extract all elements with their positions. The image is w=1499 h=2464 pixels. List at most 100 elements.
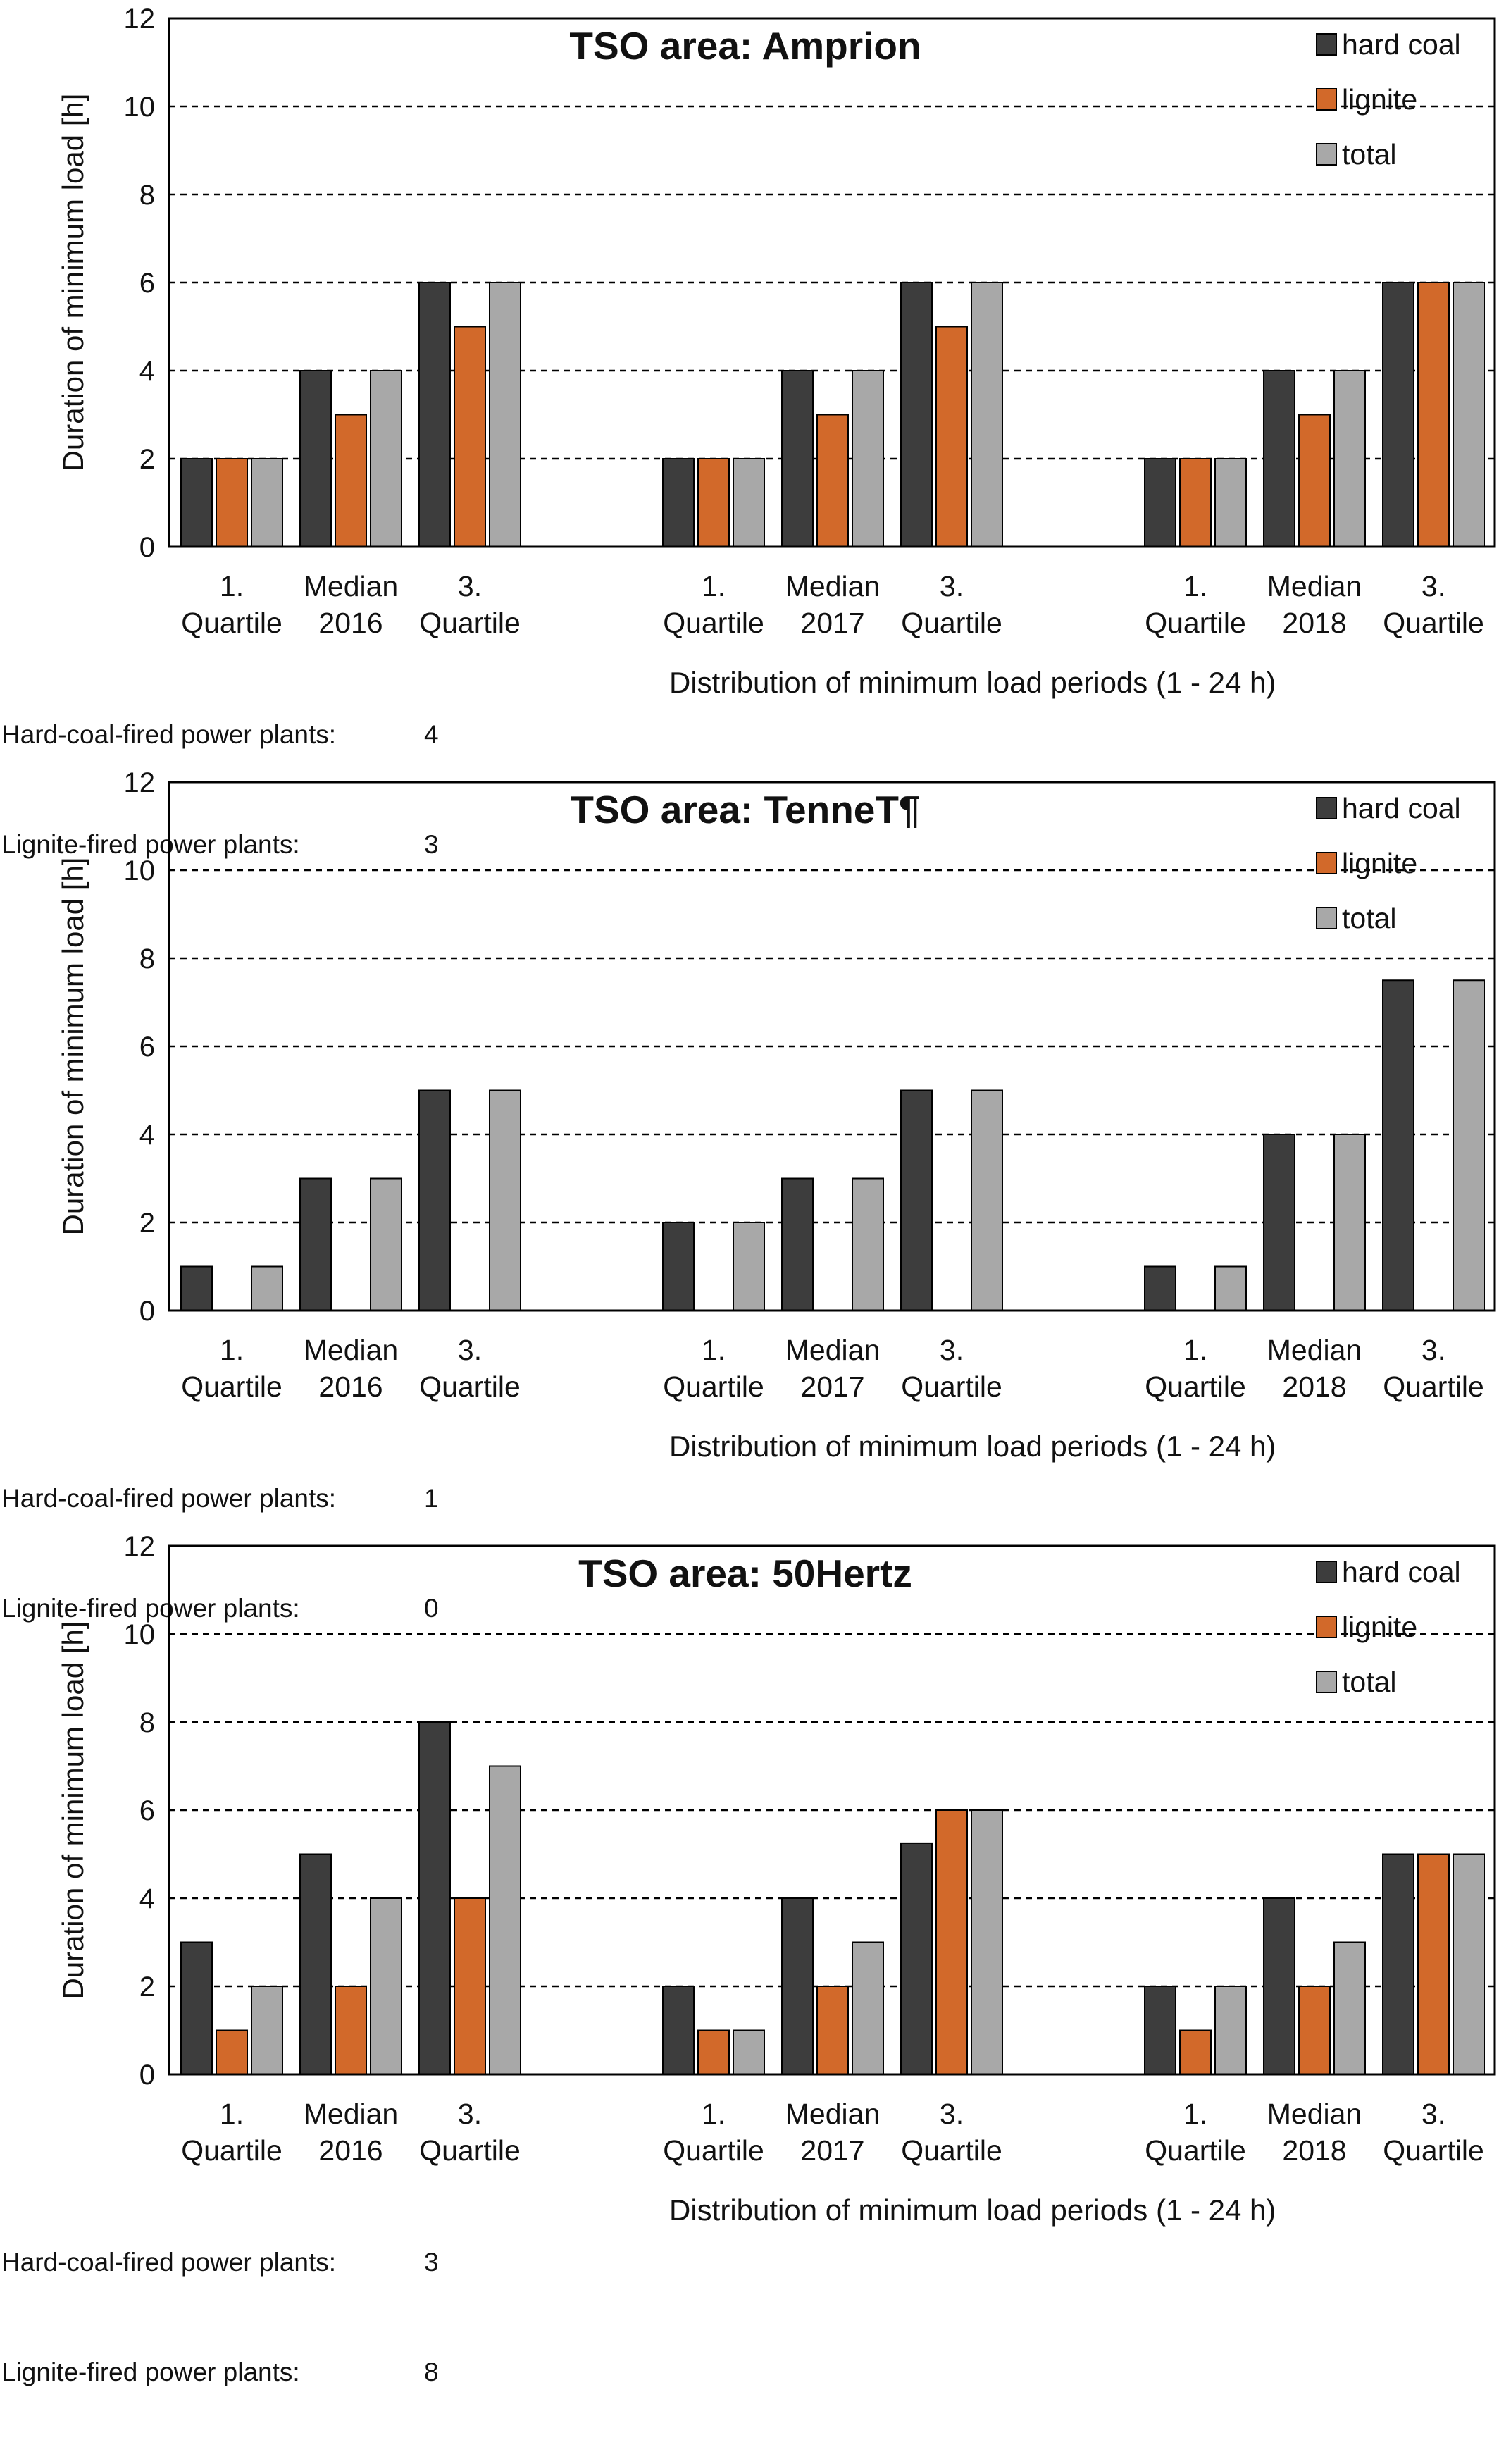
x-axis-caption: Distribution of minimum load periods (1 … <box>669 2193 1276 2227</box>
x-tick-label: 1. <box>1183 2098 1207 2130</box>
bar-lignite <box>935 326 968 547</box>
bar-total <box>489 282 521 547</box>
y-axis-label: Duration of minimum load [h] <box>56 94 89 472</box>
legend-swatch <box>1316 1561 1337 1583</box>
legend-label: total <box>1342 1666 1397 1698</box>
lignite-plants-label: Lignite-fired power plants: <box>1 1594 300 1623</box>
y-tick-label: 0 <box>139 2060 155 2091</box>
hard-coal-plants-count: 1 <box>424 1484 439 1513</box>
x-tick-label: Quartile <box>663 2134 764 2167</box>
bar-total <box>733 1222 765 1311</box>
bar-total <box>971 1809 1003 2075</box>
x-axis-caption: Distribution of minimum load periods (1 … <box>669 1430 1276 1463</box>
bar-total <box>1214 1265 1247 1311</box>
y-tick-label: 6 <box>139 268 155 299</box>
bar-lignite <box>1298 1986 1331 2075</box>
x-tick-label: Median <box>785 570 880 602</box>
x-tick-label: 1. <box>1183 1334 1207 1366</box>
bar-total <box>971 282 1003 547</box>
y-axis-label: Duration of minimum load [h] <box>56 858 89 1236</box>
plot-frame <box>168 781 1496 1312</box>
bar-hard-coal <box>418 1721 451 2075</box>
x-tick-label: Quartile <box>1145 1370 1246 1403</box>
lignite-plants-label: Lignite-fired power plants: <box>1 830 300 859</box>
x-tick-label: Quartile <box>901 607 1002 639</box>
legend-label: hard coal <box>1342 792 1461 824</box>
bar-lignite <box>1179 458 1212 547</box>
bar-hard-coal <box>1144 1265 1176 1311</box>
bar-total <box>1453 282 1485 547</box>
x-tick-label: Quartile <box>181 2134 282 2167</box>
x-tick-label: 2016 <box>318 1370 382 1403</box>
legend-swatch <box>1316 1616 1337 1638</box>
x-tick-label: Quartile <box>181 1370 282 1403</box>
x-tick-label: 2018 <box>1282 1370 1346 1403</box>
x-tick-label: 1. <box>702 570 726 602</box>
y-tick-label: 10 <box>124 1619 156 1650</box>
lignite-plants-count: 3 <box>424 830 439 859</box>
y-tick-label: 12 <box>124 767 156 798</box>
bar-total <box>1453 1853 1485 2075</box>
y-tick-label: 6 <box>139 1795 155 1826</box>
y-tick-label: 8 <box>139 1707 155 1738</box>
x-tick-label: 3. <box>1422 2098 1445 2130</box>
bar-hard-coal <box>180 1265 213 1311</box>
y-tick-label: 10 <box>124 855 156 886</box>
bar-lignite <box>816 1986 849 2075</box>
bar-hard-coal <box>418 1089 451 1311</box>
bar-total <box>1453 979 1485 1311</box>
x-tick-label: 2016 <box>318 2134 382 2167</box>
bar-hard-coal <box>1263 1134 1295 1311</box>
bar-hard-coal <box>900 1089 933 1311</box>
y-tick-label: 0 <box>139 1296 155 1327</box>
chart-title: TSO area: TenneT¶ <box>570 788 920 831</box>
plant-counts: Hard-coal-fired power plants: 1 Lignite-f… <box>1 1407 439 1700</box>
bar-lignite <box>935 1809 968 2075</box>
bar-total <box>733 2029 765 2075</box>
x-tick-label: Quartile <box>419 1370 521 1403</box>
legend-label: total <box>1342 902 1397 934</box>
bar-lignite <box>216 2029 248 2075</box>
bar-lignite <box>335 1986 367 2075</box>
bar-hard-coal <box>299 1853 332 2075</box>
bar-hard-coal <box>1382 979 1414 1311</box>
bar-lignite <box>1298 414 1331 547</box>
legend-swatch <box>1316 1671 1337 1693</box>
x-tick-label: 2018 <box>1282 607 1346 639</box>
x-tick-label: 2017 <box>800 1370 864 1403</box>
legend-swatch <box>1316 852 1337 874</box>
bar-hard-coal <box>900 1842 933 2075</box>
bar-total <box>489 1089 521 1311</box>
x-tick-label: Quartile <box>1383 607 1484 639</box>
bar-hard-coal <box>662 1222 695 1311</box>
bar-total <box>251 1265 283 1311</box>
plot-frame <box>168 1544 1496 2076</box>
chart-panel-50hertz: 0 2 4 6 8 10 12 TSO area: 50Hertz hard coal ligni… <box>0 1528 1499 2386</box>
x-tick-label: 3. <box>940 570 964 602</box>
bar-hard-coal <box>1144 458 1176 547</box>
bar-total <box>489 1765 521 2075</box>
bar-lignite <box>1179 2029 1212 2075</box>
chart-panel-amprion: 0 2 4 6 8 10 12 TSO area: Amprion hard coal ligni… <box>0 0 1499 859</box>
x-tick-label: Quartile <box>901 2134 1002 2167</box>
x-tick-label: Quartile <box>1145 607 1246 639</box>
chart-amprion: 0 2 4 6 8 10 12 TSO area: Amprion hard coal ligni… <box>56 4 1496 639</box>
x-tick-label: 1. <box>220 2098 244 2130</box>
bar-total <box>370 370 402 547</box>
x-tick-label: Median <box>1267 2098 1362 2130</box>
y-tick-label: 2 <box>139 1208 155 1239</box>
bar-total <box>1214 1986 1247 2075</box>
x-tick-label: 2016 <box>318 607 382 639</box>
y-tick-label: 2 <box>139 1971 155 2002</box>
x-tick-label: 1. <box>220 570 244 602</box>
x-tick-label: 1. <box>702 1334 726 1366</box>
x-tick-label: Quartile <box>419 607 521 639</box>
lignite-plants-count: 8 <box>424 2358 439 2386</box>
bar-hard-coal <box>1263 1897 1295 2075</box>
bar-total <box>1214 458 1247 547</box>
x-tick-label: Median <box>1267 1334 1362 1366</box>
chart-title: TSO area: 50Hertz <box>578 1552 912 1595</box>
bar-total <box>1333 370 1366 547</box>
x-tick-label: 2018 <box>1282 2134 1346 2167</box>
x-tick-label: Quartile <box>663 607 764 639</box>
